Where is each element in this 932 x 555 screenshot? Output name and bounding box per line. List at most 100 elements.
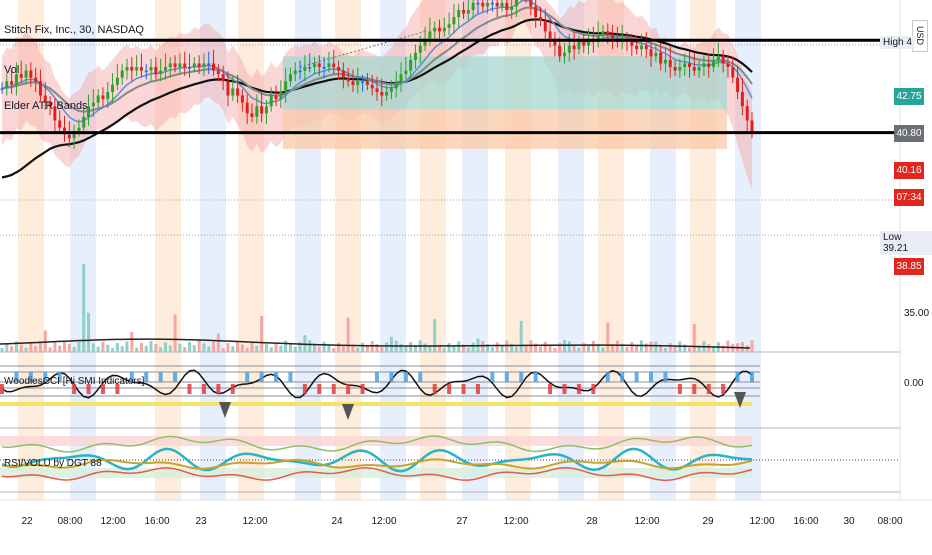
candle-body	[630, 42, 634, 46]
volume-bar	[558, 343, 562, 352]
candle-body	[678, 67, 682, 71]
momentum-histogram-bar	[28, 372, 33, 382]
momentum-histogram-bar	[504, 372, 509, 382]
candle-body	[332, 63, 336, 68]
momentum-histogram-bar	[591, 384, 596, 394]
volume-bar	[389, 336, 393, 352]
momentum-histogram-bar	[86, 384, 91, 394]
high-label-text: High	[883, 37, 904, 48]
candle-body	[216, 70, 220, 75]
candle-body	[668, 59, 672, 68]
candle-body	[346, 77, 350, 82]
volume-bar	[606, 322, 610, 352]
candle-body	[58, 120, 62, 128]
momentum-triangle-marker	[342, 404, 354, 420]
candle-body	[197, 63, 201, 68]
momentum-histogram-bar	[187, 384, 192, 394]
candle-body	[486, 2, 490, 7]
candle-body	[91, 102, 95, 107]
volume-bar	[380, 347, 384, 352]
volume-bar	[245, 347, 249, 352]
session-stripe	[155, 0, 181, 500]
volume-bar	[192, 345, 196, 352]
volume-bar	[524, 345, 528, 352]
volume-bar	[337, 343, 341, 352]
volume-bar	[87, 312, 91, 352]
volume-bar	[183, 346, 187, 352]
candle-body	[284, 81, 288, 92]
candle-body	[308, 67, 312, 69]
time-axis-label: 12:00	[100, 516, 125, 527]
volume-bar	[5, 343, 9, 352]
volume-bar	[298, 342, 302, 352]
candle-body	[413, 52, 417, 60]
momentum-histogram-bar	[750, 372, 754, 382]
candle-body	[351, 81, 355, 85]
candle-body	[192, 63, 196, 68]
volume-bar	[712, 347, 716, 352]
volume-bar	[250, 342, 254, 352]
candle-body	[269, 95, 273, 107]
rsi-signal-line	[1, 458, 753, 470]
momentum-histogram-bar	[663, 372, 668, 382]
candle-body	[702, 63, 706, 68]
atr-bands-label[interactable]: Elder ATR Bands	[4, 100, 88, 112]
candle-body	[163, 67, 167, 71]
volume-bar	[168, 345, 172, 352]
volume-bar	[404, 346, 408, 352]
volume-bar	[269, 347, 273, 352]
volume-bar	[466, 347, 470, 352]
candle-body	[313, 63, 316, 68]
candle-body	[135, 67, 139, 71]
session-stripe	[735, 0, 761, 500]
momentum-histogram-bar	[403, 372, 408, 382]
time-axis-label: 12:00	[749, 516, 774, 527]
rsi-indicator-label[interactable]: RSI/VOLU by DGT 88	[4, 458, 102, 469]
candle-body	[423, 38, 427, 46]
candle-body	[404, 70, 408, 75]
momentum-histogram-bar	[735, 372, 740, 382]
volume-bar	[625, 346, 629, 352]
volume-label[interactable]: Vol	[4, 64, 20, 76]
volume-bar	[284, 340, 288, 352]
momentum-histogram-bar	[548, 384, 553, 394]
volume-bar	[567, 341, 571, 352]
volume-bar	[635, 345, 639, 352]
price-tag-mid: 40.80	[894, 125, 924, 142]
volume-bar	[346, 317, 350, 352]
symbol-title[interactable]: Stitch Fix, Inc., 30, NASDAQ	[4, 24, 144, 36]
momentum-histogram-bar	[201, 384, 206, 394]
volume-bar	[688, 347, 691, 352]
candle-body	[380, 91, 384, 96]
momentum-histogram-bar	[447, 384, 452, 394]
candle-body	[745, 106, 749, 121]
candle-body	[24, 70, 28, 78]
price-tag-current: 40.16	[894, 162, 924, 179]
momentum-histogram-bar	[418, 372, 423, 382]
candle-body	[587, 38, 591, 46]
volume-bar	[149, 341, 153, 352]
momentum-histogram-bar	[173, 372, 178, 382]
volume-bar	[697, 345, 701, 352]
volume-bar	[111, 348, 115, 352]
volume-bar	[447, 343, 451, 352]
candle-body	[750, 120, 754, 133]
osc-axis-tick: 0.00	[904, 378, 924, 389]
momentum-histogram-bar	[634, 372, 639, 382]
candle-body	[5, 81, 9, 89]
candle-body	[120, 70, 124, 78]
candle-body	[428, 31, 432, 39]
time-axis-label: 08:00	[877, 516, 902, 527]
volume-bar	[48, 347, 52, 352]
volume-ma-line	[0, 338, 751, 349]
volume-bar	[462, 344, 466, 352]
momentum-indicator-label[interactable]: WoodiesCCI [Hi SMI Indicators]	[4, 376, 145, 387]
volume-bar	[120, 346, 124, 352]
candle-body	[34, 77, 38, 82]
candle-body	[611, 34, 615, 39]
candle-body	[659, 52, 663, 64]
momentum-triangle-marker	[734, 392, 746, 408]
candle-body	[385, 91, 389, 96]
volume-bar	[130, 332, 134, 352]
